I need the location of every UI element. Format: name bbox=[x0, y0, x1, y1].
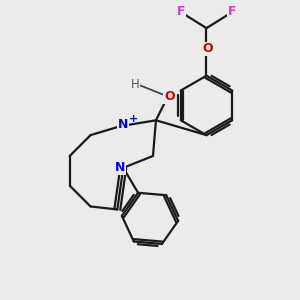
Text: F: F bbox=[227, 5, 236, 18]
Text: H: H bbox=[131, 78, 140, 91]
Text: N: N bbox=[115, 161, 125, 174]
Text: N: N bbox=[118, 118, 128, 131]
Text: F: F bbox=[177, 5, 185, 18]
Text: O: O bbox=[164, 90, 175, 103]
Text: +: + bbox=[129, 114, 138, 124]
Text: O: O bbox=[202, 42, 213, 56]
